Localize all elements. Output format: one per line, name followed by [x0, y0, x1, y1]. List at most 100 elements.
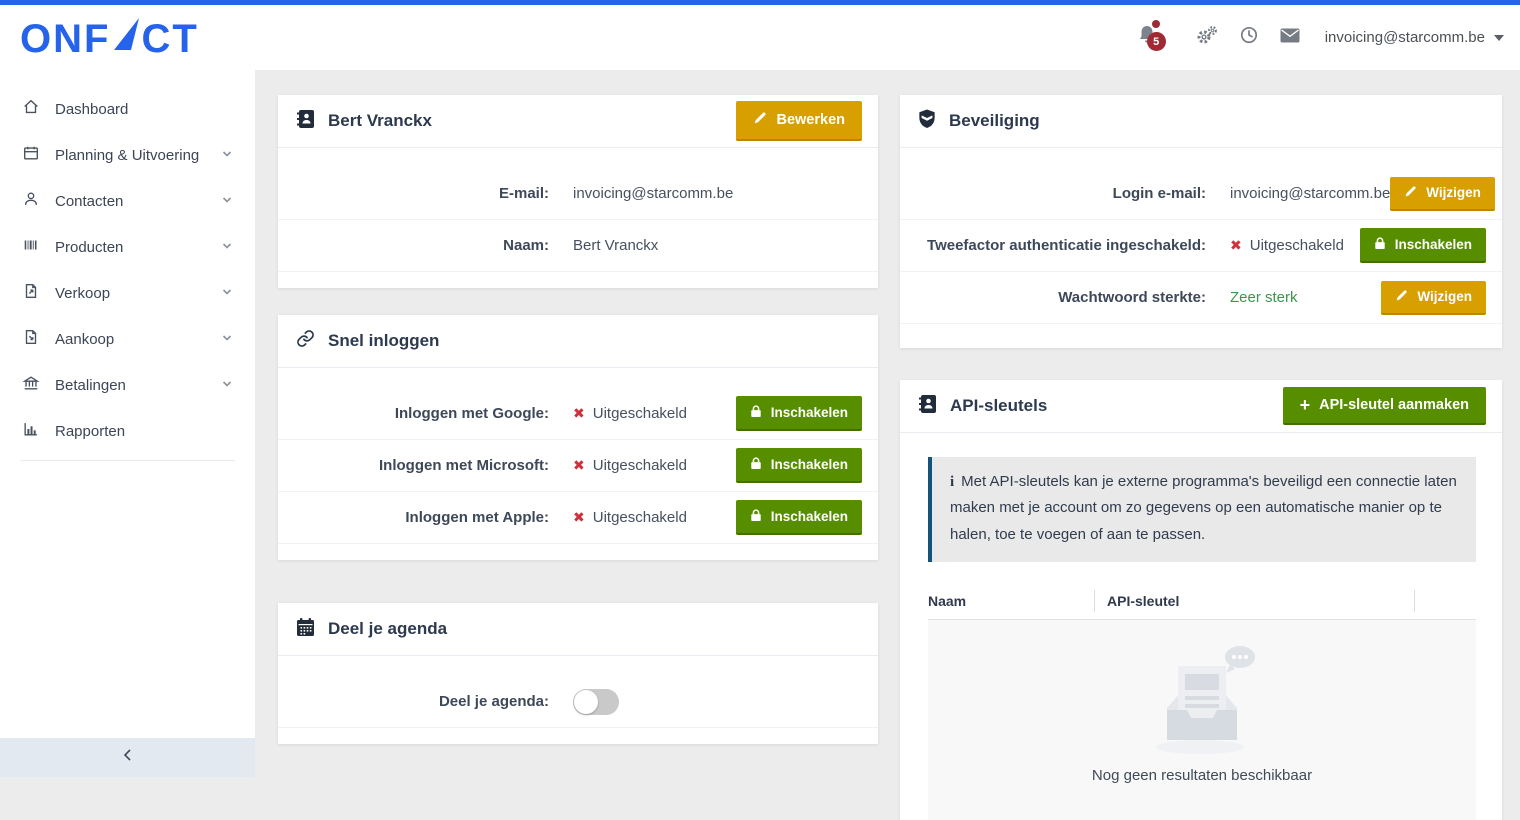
sidebar-item-label: Planning & Uitvoering	[55, 146, 200, 164]
enable-twofactor-button[interactable]: Inschakelen	[1359, 228, 1486, 263]
enable-label: Inschakelen	[770, 405, 848, 420]
right-column: Beveiliging Login e-mail: invoicing@star…	[900, 95, 1502, 820]
field-value: Bert Vranckx	[573, 237, 659, 254]
x-mark-icon: ✖	[1230, 237, 1242, 253]
profile-row-naam: Naam: Bert Vranckx	[278, 220, 878, 272]
toggle-knob	[574, 689, 598, 714]
field-label: Inloggen met Google:	[394, 405, 549, 422]
enable-google-login-button[interactable]: Inschakelen	[735, 396, 862, 431]
sidebar-item-label: Aankoop	[55, 330, 115, 348]
agenda-card: Deel je agenda Deel je agenda:	[278, 603, 878, 744]
create-api-key-button[interactable]: + API-sleutel aanmaken	[1282, 387, 1486, 425]
pencil-icon	[753, 111, 767, 129]
change-label: Wijzigen	[1417, 289, 1472, 304]
sidebar-item-planning[interactable]: Planning & Uitvoering	[0, 132, 255, 178]
column-header-api-sleutel: API-sleutel	[1095, 590, 1415, 613]
history-button[interactable]	[1239, 25, 1259, 50]
envelope-icon	[1280, 28, 1300, 48]
lock-icon	[750, 404, 762, 421]
empty-inbox-illustration	[1127, 645, 1277, 760]
chevron-down-icon	[221, 193, 233, 210]
settings-button[interactable]	[1196, 25, 1218, 50]
sidebar-item-label: Rapporten	[55, 422, 126, 440]
document-icon	[22, 328, 40, 350]
field-label: Inloggen met Apple:	[405, 509, 549, 526]
sidebar-item-label: Verkoop	[55, 284, 111, 302]
logo-text-right: CT	[141, 17, 199, 61]
document-icon	[22, 282, 40, 304]
account-menu[interactable]: invoicing@starcomm.be	[1325, 29, 1504, 46]
quick-login-row-apple: Inloggen met Apple: ✖ Uitgeschakeld Insc…	[278, 492, 878, 544]
x-mark-icon: ✖	[573, 457, 585, 473]
sidebar-item-betalingen[interactable]: Betalingen	[0, 362, 255, 408]
gears-icon	[1196, 25, 1218, 50]
plus-icon: +	[1299, 395, 1311, 415]
clock-icon	[1239, 25, 1259, 50]
sidebar-item-label: Producten	[55, 238, 124, 256]
sidebar-item-verkoop[interactable]: Verkoop	[0, 270, 255, 316]
pencil-icon	[1395, 289, 1408, 305]
x-mark-icon: ✖	[573, 405, 585, 421]
field-label: Wachtwoord sterkte:	[1058, 289, 1206, 306]
sidebar-item-dashboard[interactable]: Dashboard	[0, 86, 255, 132]
profile-card: Bert Vranckx Bewerken E-mail: invoicing@…	[278, 95, 878, 288]
status-text: Uitgeschakeld	[592, 457, 687, 474]
chevron-down-icon	[1494, 34, 1504, 41]
field-label: Deel je agenda:	[438, 693, 549, 710]
edit-profile-button[interactable]: Bewerken	[736, 101, 862, 141]
top-accent-bar	[0, 0, 1520, 5]
enable-label: Inschakelen	[770, 457, 848, 472]
security-row-login-email: Login e-mail: invoicing@starcomm.be Wijz…	[900, 168, 1502, 220]
sidebar-collapse-button[interactable]	[0, 738, 255, 777]
change-label: Wijzigen	[1426, 185, 1481, 200]
pencil-icon	[1404, 185, 1417, 201]
field-label: Login e-mail:	[1112, 185, 1206, 202]
sidebar-item-label: Contacten	[55, 192, 124, 210]
onfact-logo[interactable]: ONF CT	[20, 17, 199, 59]
enable-microsoft-login-button[interactable]: Inschakelen	[735, 448, 862, 483]
chevron-down-icon	[221, 285, 233, 302]
api-table-header: Naam API-sleutel	[928, 584, 1476, 620]
chevron-down-icon	[221, 147, 233, 164]
change-password-button[interactable]: Wijzigen	[1381, 280, 1486, 315]
chevron-down-icon	[221, 239, 233, 256]
home-icon	[22, 98, 40, 120]
sidebar-item-contacten[interactable]: Contacten	[0, 178, 255, 224]
card-title-text: Deel je agenda	[328, 619, 448, 638]
barcode-icon	[22, 236, 40, 258]
change-login-email-button[interactable]: Wijzigen	[1390, 176, 1495, 211]
status-text: Uitgeschakeld	[592, 405, 687, 422]
card-title-text: API-sleutels	[950, 396, 1048, 415]
api-info-box: i Met API-sleutels kan je externe program…	[928, 457, 1476, 562]
chevron-left-icon	[121, 748, 135, 767]
create-api-key-label: API-sleutel aanmaken	[1319, 397, 1469, 413]
notification-dot	[1151, 20, 1160, 28]
card-title-text: Snel inloggen	[328, 331, 440, 350]
column-header-naam: Naam	[928, 590, 1095, 613]
enable-label: Inschakelen	[770, 509, 848, 524]
sidebar-item-rapporten[interactable]: Rapporten	[0, 408, 255, 454]
sidebar-item-producten[interactable]: Producten	[0, 224, 255, 270]
enable-apple-login-button[interactable]: Inschakelen	[735, 500, 862, 535]
quick-login-row-google: Inloggen met Google: ✖ Uitgeschakeld Ins…	[278, 388, 878, 440]
field-value: invoicing@starcomm.be	[573, 185, 734, 202]
messages-button[interactable]	[1280, 28, 1300, 48]
sidebar: Dashboard Planning & Uitvoering Contacte…	[0, 70, 255, 777]
field-label: Inloggen met Microsoft:	[379, 457, 549, 474]
notifications-button[interactable]: 5	[1137, 20, 1166, 51]
sidebar-item-aankoop[interactable]: Aankoop	[0, 316, 255, 362]
link-icon	[296, 329, 315, 353]
app-header: ONF CT 5	[0, 5, 1520, 70]
security-row-password: Wachtwoord sterkte: Zeer sterk Wijzigen	[900, 272, 1502, 324]
calendar-filled-icon	[296, 617, 315, 642]
logo-triangle-icon	[113, 17, 140, 58]
left-column: Bert Vranckx Bewerken E-mail: invoicing@…	[278, 95, 878, 744]
calendar-icon	[22, 144, 40, 166]
agenda-toggle[interactable]	[573, 688, 619, 715]
security-row-twofactor: Tweefactor authenticatie ingeschakeld: ✖…	[900, 220, 1502, 272]
logo-text-left: ONF	[20, 17, 111, 61]
password-strength-value: Zeer sterk	[1230, 289, 1298, 306]
lock-icon	[1374, 236, 1386, 253]
quick-login-card: Snel inloggen Inloggen met Google: ✖ Uit…	[278, 315, 878, 560]
notification-badge: 5	[1146, 32, 1166, 51]
